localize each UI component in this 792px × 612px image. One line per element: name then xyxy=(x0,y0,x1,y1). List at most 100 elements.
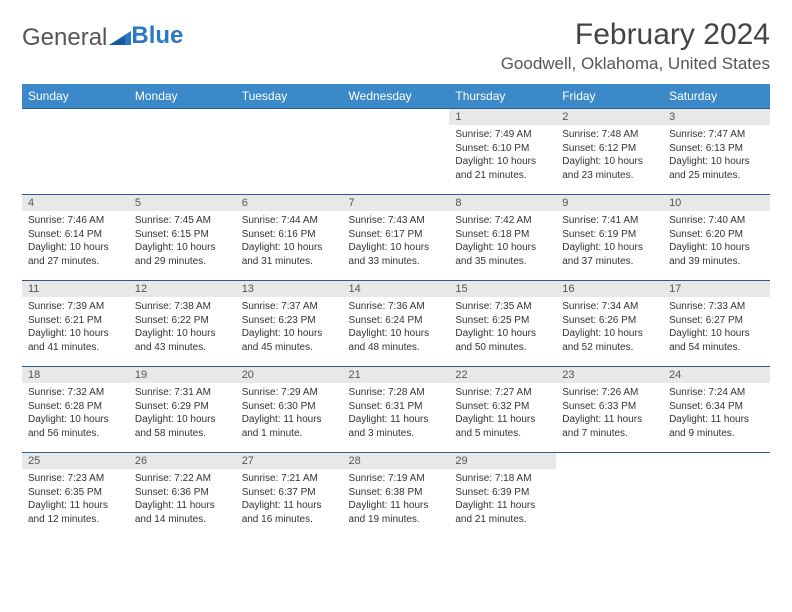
day-line-sunrise: Sunrise: 7:42 AM xyxy=(455,214,550,228)
calendar-header-row: SundayMondayTuesdayWednesdayThursdayFrid… xyxy=(22,84,770,109)
calendar-cell: 3Sunrise: 7:47 AMSunset: 6:13 PMDaylight… xyxy=(663,109,770,195)
day-line-day2: and 56 minutes. xyxy=(28,427,123,441)
day-number: 28 xyxy=(343,453,450,469)
day-content: Sunrise: 7:34 AMSunset: 6:26 PMDaylight:… xyxy=(556,297,663,358)
day-line-sunrise: Sunrise: 7:28 AM xyxy=(349,386,444,400)
day-content: Sunrise: 7:27 AMSunset: 6:32 PMDaylight:… xyxy=(449,383,556,444)
day-line-day2: and 35 minutes. xyxy=(455,255,550,269)
day-line-sunset: Sunset: 6:30 PM xyxy=(242,400,337,414)
header: General Blue February 2024 Goodwell, Okl… xyxy=(22,18,770,74)
day-content: Sunrise: 7:46 AMSunset: 6:14 PMDaylight:… xyxy=(22,211,129,272)
day-line-sunset: Sunset: 6:17 PM xyxy=(349,228,444,242)
day-number: 16 xyxy=(556,281,663,297)
day-content: Sunrise: 7:36 AMSunset: 6:24 PMDaylight:… xyxy=(343,297,450,358)
day-content: Sunrise: 7:19 AMSunset: 6:38 PMDaylight:… xyxy=(343,469,450,530)
calendar-cell: 24Sunrise: 7:24 AMSunset: 6:34 PMDayligh… xyxy=(663,367,770,453)
day-line-sunset: Sunset: 6:22 PM xyxy=(135,314,230,328)
calendar-cell: 12Sunrise: 7:38 AMSunset: 6:22 PMDayligh… xyxy=(129,281,236,367)
day-content: Sunrise: 7:41 AMSunset: 6:19 PMDaylight:… xyxy=(556,211,663,272)
day-line-day2: and 1 minute. xyxy=(242,427,337,441)
day-number: 4 xyxy=(22,195,129,211)
day-line-day2: and 5 minutes. xyxy=(455,427,550,441)
day-line-sunrise: Sunrise: 7:39 AM xyxy=(28,300,123,314)
day-number: 23 xyxy=(556,367,663,383)
day-content: Sunrise: 7:48 AMSunset: 6:12 PMDaylight:… xyxy=(556,125,663,186)
day-line-sunset: Sunset: 6:23 PM xyxy=(242,314,337,328)
day-line-sunrise: Sunrise: 7:21 AM xyxy=(242,472,337,486)
day-content: Sunrise: 7:40 AMSunset: 6:20 PMDaylight:… xyxy=(663,211,770,272)
day-line-sunset: Sunset: 6:12 PM xyxy=(562,142,657,156)
calendar-row: 4Sunrise: 7:46 AMSunset: 6:14 PMDaylight… xyxy=(22,195,770,281)
day-line-day1: Daylight: 11 hours xyxy=(28,499,123,513)
day-line-day1: Daylight: 10 hours xyxy=(562,241,657,255)
day-content: Sunrise: 7:39 AMSunset: 6:21 PMDaylight:… xyxy=(22,297,129,358)
day-line-sunrise: Sunrise: 7:48 AM xyxy=(562,128,657,142)
day-content: Sunrise: 7:32 AMSunset: 6:28 PMDaylight:… xyxy=(22,383,129,444)
day-line-day1: Daylight: 10 hours xyxy=(28,327,123,341)
day-number: 19 xyxy=(129,367,236,383)
dayname-header: Thursday xyxy=(449,84,556,109)
day-line-sunrise: Sunrise: 7:38 AM xyxy=(135,300,230,314)
calendar-cell xyxy=(129,109,236,195)
calendar-table: SundayMondayTuesdayWednesdayThursdayFrid… xyxy=(22,84,770,539)
day-line-sunset: Sunset: 6:31 PM xyxy=(349,400,444,414)
day-line-day2: and 16 minutes. xyxy=(242,513,337,527)
day-number: 20 xyxy=(236,367,343,383)
day-line-day1: Daylight: 11 hours xyxy=(455,413,550,427)
day-line-day2: and 7 minutes. xyxy=(562,427,657,441)
day-line-sunset: Sunset: 6:19 PM xyxy=(562,228,657,242)
day-content: Sunrise: 7:45 AMSunset: 6:15 PMDaylight:… xyxy=(129,211,236,272)
calendar-cell: 1Sunrise: 7:49 AMSunset: 6:10 PMDaylight… xyxy=(449,109,556,195)
day-line-sunrise: Sunrise: 7:26 AM xyxy=(562,386,657,400)
day-content: Sunrise: 7:43 AMSunset: 6:17 PMDaylight:… xyxy=(343,211,450,272)
dayname-header: Sunday xyxy=(22,84,129,109)
day-line-day1: Daylight: 10 hours xyxy=(28,241,123,255)
day-content: Sunrise: 7:44 AMSunset: 6:16 PMDaylight:… xyxy=(236,211,343,272)
day-line-sunset: Sunset: 6:37 PM xyxy=(242,486,337,500)
logo-triangle-icon xyxy=(109,24,131,52)
day-content: Sunrise: 7:23 AMSunset: 6:35 PMDaylight:… xyxy=(22,469,129,530)
calendar-cell: 7Sunrise: 7:43 AMSunset: 6:17 PMDaylight… xyxy=(343,195,450,281)
dayname-header: Wednesday xyxy=(343,84,450,109)
day-line-day2: and 43 minutes. xyxy=(135,341,230,355)
calendar-cell: 21Sunrise: 7:28 AMSunset: 6:31 PMDayligh… xyxy=(343,367,450,453)
day-line-day2: and 58 minutes. xyxy=(135,427,230,441)
calendar-cell xyxy=(22,109,129,195)
day-number: 7 xyxy=(343,195,450,211)
day-line-day2: and 41 minutes. xyxy=(28,341,123,355)
day-line-day1: Daylight: 10 hours xyxy=(669,155,764,169)
day-line-sunset: Sunset: 6:32 PM xyxy=(455,400,550,414)
day-content: Sunrise: 7:26 AMSunset: 6:33 PMDaylight:… xyxy=(556,383,663,444)
logo-text-blue: Blue xyxy=(131,22,183,49)
day-number: 24 xyxy=(663,367,770,383)
day-line-day1: Daylight: 11 hours xyxy=(349,413,444,427)
day-line-sunrise: Sunrise: 7:44 AM xyxy=(242,214,337,228)
day-line-day1: Daylight: 10 hours xyxy=(135,327,230,341)
day-number: 8 xyxy=(449,195,556,211)
day-line-sunrise: Sunrise: 7:27 AM xyxy=(455,386,550,400)
calendar-cell: 4Sunrise: 7:46 AMSunset: 6:14 PMDaylight… xyxy=(22,195,129,281)
day-number: 17 xyxy=(663,281,770,297)
day-number: 2 xyxy=(556,109,663,125)
day-line-day1: Daylight: 10 hours xyxy=(242,327,337,341)
day-line-sunset: Sunset: 6:18 PM xyxy=(455,228,550,242)
calendar-cell: 6Sunrise: 7:44 AMSunset: 6:16 PMDaylight… xyxy=(236,195,343,281)
calendar-cell: 18Sunrise: 7:32 AMSunset: 6:28 PMDayligh… xyxy=(22,367,129,453)
day-line-sunset: Sunset: 6:29 PM xyxy=(135,400,230,414)
day-line-day1: Daylight: 11 hours xyxy=(669,413,764,427)
day-line-sunset: Sunset: 6:39 PM xyxy=(455,486,550,500)
day-line-sunset: Sunset: 6:20 PM xyxy=(669,228,764,242)
day-line-day1: Daylight: 10 hours xyxy=(669,327,764,341)
day-line-sunset: Sunset: 6:10 PM xyxy=(455,142,550,156)
calendar-cell: 9Sunrise: 7:41 AMSunset: 6:19 PMDaylight… xyxy=(556,195,663,281)
day-line-sunset: Sunset: 6:38 PM xyxy=(349,486,444,500)
day-line-sunrise: Sunrise: 7:37 AM xyxy=(242,300,337,314)
day-content: Sunrise: 7:29 AMSunset: 6:30 PMDaylight:… xyxy=(236,383,343,444)
day-line-day1: Daylight: 10 hours xyxy=(28,413,123,427)
day-line-day2: and 21 minutes. xyxy=(455,169,550,183)
calendar-cell: 2Sunrise: 7:48 AMSunset: 6:12 PMDaylight… xyxy=(556,109,663,195)
day-line-day1: Daylight: 10 hours xyxy=(135,413,230,427)
day-content: Sunrise: 7:31 AMSunset: 6:29 PMDaylight:… xyxy=(129,383,236,444)
day-line-sunset: Sunset: 6:34 PM xyxy=(669,400,764,414)
dayname-header: Tuesday xyxy=(236,84,343,109)
